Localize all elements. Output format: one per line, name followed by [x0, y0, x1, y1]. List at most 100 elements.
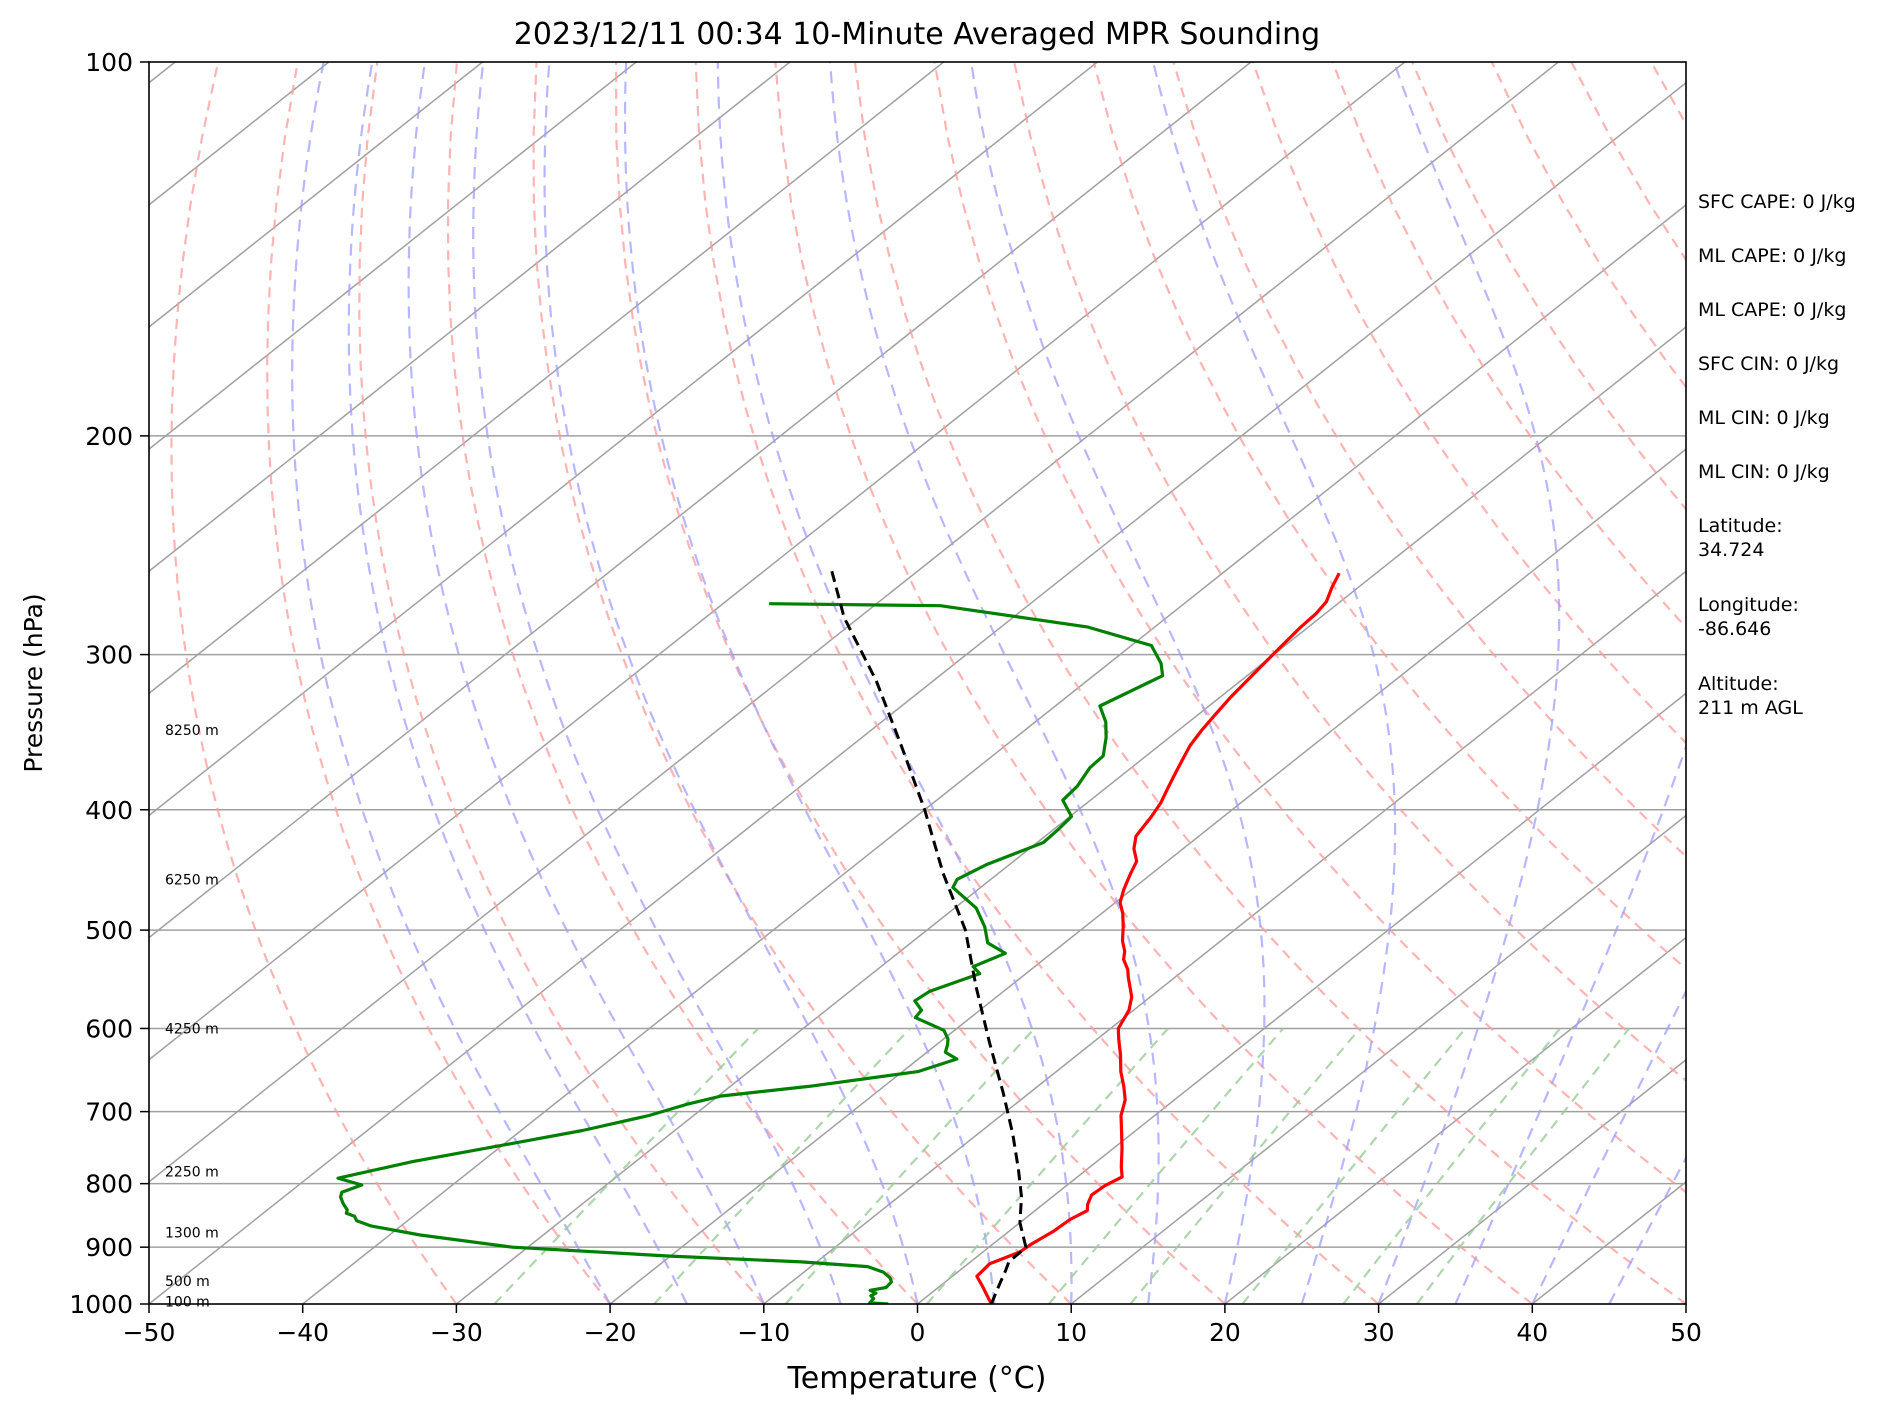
isotherm-line [149, 62, 945, 695]
data-lines [336, 566, 1341, 1304]
temperature-profile-line [975, 572, 1341, 1304]
isotherm-line [149, 62, 1559, 1183]
moist-adiabat-line [407, 62, 765, 1304]
x-tick-label: −10 [737, 1318, 790, 1347]
moist-adiabat-line [347, 62, 688, 1304]
moist-adiabat-line [970, 62, 1266, 1304]
dry-adiabat-line [1331, 62, 1686, 629]
isotherm-line [1070, 814, 1686, 1304]
moist-adiabat-line [1152, 62, 1397, 1304]
y-tick-label: 1000 [69, 1290, 133, 1319]
mixing-ratio-line [1342, 1027, 1561, 1304]
background-lines [149, 62, 1686, 1304]
isotherm-line [1378, 1058, 1686, 1304]
x-axis-ticks: −50 −40 −30 −20 −10 0 10 20 30 40 50 [123, 1304, 1702, 1347]
sounding-info-line: SFC CAPE: 0 J/kg [1698, 191, 1856, 213]
moist-adiabat-line [543, 62, 919, 1304]
height-label: 100 m [165, 1294, 210, 1310]
moist-adiabat-line [829, 62, 1160, 1304]
dry-adiabat-line [853, 62, 1686, 1304]
x-tick-label: 30 [1363, 1318, 1395, 1347]
height-label: 8250 m [165, 723, 219, 739]
height-label: 4250 m [165, 1021, 219, 1037]
mixing-ratio-line [1416, 1027, 1630, 1304]
height-label: 1300 m [165, 1226, 219, 1242]
isotherm-line [302, 203, 1686, 1304]
height-label: 2250 m [165, 1164, 219, 1180]
moist-adiabat-line [623, 62, 996, 1304]
dry-adiabat-line [774, 62, 1533, 1304]
y-tick-label: 300 [85, 641, 133, 670]
dry-adiabat-line [266, 62, 611, 1304]
y-tick-label: 400 [85, 796, 133, 825]
isotherm-line [149, 81, 1686, 1304]
x-tick-label: 40 [1516, 1318, 1548, 1347]
dry-adiabat-line [532, 62, 1072, 1304]
isotherm-line [149, 62, 330, 206]
mixing-ratio-line [784, 1027, 1036, 1304]
mixing-ratio-line [653, 1027, 911, 1304]
dewpoint-profile-line [336, 602, 1165, 1304]
moist-adiabat-line [472, 62, 842, 1304]
y-tick-label: 500 [85, 916, 133, 945]
x-tick-label: 0 [910, 1318, 926, 1347]
dry-adiabat-line [694, 62, 1380, 1304]
x-tick-label: 20 [1209, 1318, 1241, 1347]
dry-adiabat-line [1172, 62, 1686, 858]
dry-adiabat-line [358, 62, 765, 1304]
isotherm-line [149, 62, 637, 451]
sounding-info-line: ML CIN: 0 J/kg [1698, 407, 1830, 429]
y-tick-label: 900 [85, 1233, 133, 1262]
y-tick-label: 700 [85, 1098, 133, 1127]
height-labels: 8250 m 6250 m 4250 m 2250 m 1300 m 500 m 100 m [165, 723, 219, 1310]
y-axis-label: Pressure (hPa) [19, 593, 48, 772]
isotherm-line [149, 62, 483, 328]
sounding-info-line: SFC CIN: 0 J/kg [1698, 353, 1840, 375]
dry-adiabat-line [446, 62, 919, 1304]
isotherm-line [609, 448, 1686, 1304]
dry-adiabat-line [170, 62, 458, 1304]
height-label: 500 m [165, 1274, 210, 1290]
sounding-info-line: ML CIN: 0 J/kg [1698, 461, 1830, 483]
chart-title: 2023/12/11 00:34 10-Minute Averaged MPR … [514, 17, 1320, 52]
y-tick-label: 600 [85, 1014, 133, 1043]
isotherm-line [149, 62, 1252, 939]
isotherm-line [763, 570, 1686, 1304]
mixing-ratio-line [1048, 1027, 1284, 1304]
isotherm-line [1224, 936, 1686, 1304]
isotherm-line [149, 62, 791, 573]
x-axis-label: Temperature (°C) [787, 1361, 1047, 1396]
sounding-info-line: Altitude: 211 m AGL [1698, 673, 1803, 719]
x-tick-label: 50 [1670, 1318, 1702, 1347]
x-tick-label: 10 [1055, 1318, 1087, 1347]
dry-adiabat-line [615, 62, 1226, 1304]
moist-adiabat-line [1454, 743, 1686, 1304]
y-tick-label: 800 [85, 1170, 133, 1199]
moist-adiabat-line [716, 62, 1073, 1304]
sounding-info-line: ML CAPE: 0 J/kg [1698, 245, 1847, 267]
x-tick-label: −30 [430, 1318, 483, 1347]
x-tick-label: −40 [276, 1318, 329, 1347]
y-tick-label: 200 [85, 422, 133, 451]
sounding-info-line: Latitude: 34.724 [1698, 515, 1783, 561]
isotherm-line [149, 62, 1406, 1061]
moist-adiabat-line [1377, 62, 1561, 1304]
sounding-info-line: Longitude: -86.646 [1698, 594, 1799, 640]
sounding-info-line: ML CAPE: 0 J/kg [1698, 299, 1847, 321]
mixing-ratio-line [1129, 1027, 1361, 1304]
dry-adiabat-line [1013, 62, 1686, 1083]
mixing-ratio-line [926, 1027, 1169, 1304]
y-axis-ticks: 100 200 300 400 500 600 700 800 900 1000 [69, 48, 149, 1319]
dry-adiabat-line [933, 62, 1686, 1194]
x-tick-label: −20 [584, 1318, 637, 1347]
mixing-ratio-line [1241, 1027, 1467, 1304]
y-tick-label: 100 [85, 48, 133, 77]
dry-adiabat-line [1092, 62, 1686, 971]
parcel-path-line [829, 566, 1028, 1304]
moist-adiabat-line [291, 62, 612, 1304]
mixing-ratio-line [493, 1027, 759, 1304]
isotherm-line [149, 62, 1098, 817]
height-label: 6250 m [165, 872, 219, 888]
x-tick-label: −50 [123, 1318, 176, 1347]
